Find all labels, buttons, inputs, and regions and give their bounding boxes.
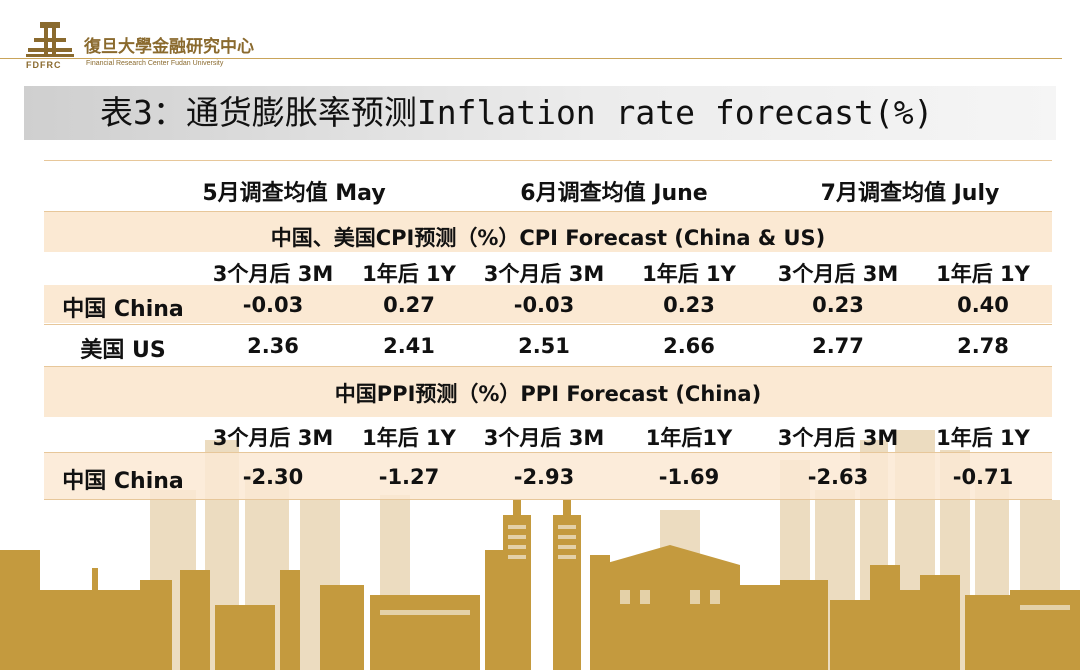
ppi-subheader: 3个月后 3M bbox=[777, 426, 899, 450]
row-label-china-ppi: 中国 China bbox=[62, 469, 184, 494]
logo-abbreviation: FDFRC bbox=[26, 60, 62, 70]
ppi-china-value: -1.69 bbox=[658, 465, 720, 489]
cpi-subheader: 1年后 1Y bbox=[362, 262, 456, 286]
ppi-subheader: 1年后1Y bbox=[645, 426, 733, 450]
cpi-subheader: 3个月后 3M bbox=[483, 262, 605, 286]
fdfrc-logo: FDFRC 復旦大學金融研究中心 Financial Research Cent… bbox=[22, 20, 254, 72]
table-rule bbox=[44, 211, 1052, 212]
ppi-china-value: -2.30 bbox=[242, 465, 304, 489]
ppi-section-band bbox=[44, 367, 1052, 417]
title-band bbox=[24, 86, 1056, 140]
ppi-china-value: -2.63 bbox=[807, 465, 869, 489]
ppi-china-value: -2.93 bbox=[513, 465, 575, 489]
cpi-us-value: 2.77 bbox=[812, 334, 864, 358]
ppi-subheader: 3个月后 3M bbox=[212, 426, 334, 450]
cpi-us-value: 2.66 bbox=[663, 334, 715, 358]
ppi-subheader: 1年后 1Y bbox=[362, 426, 456, 450]
table-bottom-rule bbox=[44, 499, 1052, 500]
cpi-china-value: 0.27 bbox=[383, 293, 435, 317]
cpi-china-value: -0.03 bbox=[242, 293, 304, 317]
month-header-june: 6月调查均值 June bbox=[520, 181, 708, 206]
table-rule bbox=[44, 324, 1052, 325]
cpi-china-value: 0.23 bbox=[663, 293, 715, 317]
ppi-subheader: 1年后 1Y bbox=[936, 426, 1030, 450]
cpi-us-value: 2.36 bbox=[247, 334, 299, 358]
row-band bbox=[44, 285, 1052, 323]
cpi-china-value: 0.40 bbox=[957, 293, 1009, 317]
ppi-china-value: -1.27 bbox=[378, 465, 440, 489]
cpi-us-value: 2.41 bbox=[383, 334, 435, 358]
building-emblem-icon bbox=[26, 22, 74, 57]
logo-chinese-name: 復旦大學金融研究中心 bbox=[84, 37, 254, 57]
ppi-section-title: 中国PPI预测（%）PPI Forecast (China) bbox=[334, 382, 762, 406]
cpi-subheader: 1年后 1Y bbox=[642, 262, 736, 286]
table-rule bbox=[44, 366, 1052, 367]
cpi-china-value: -0.03 bbox=[513, 293, 575, 317]
month-header-july: 7月调查均值 July bbox=[820, 181, 1000, 206]
cpi-subheader: 3个月后 3M bbox=[212, 262, 334, 286]
row-label-us-cpi: 美国 US bbox=[80, 338, 166, 363]
table-top-rule bbox=[44, 160, 1052, 161]
logo-english-name: Financial Research Center Fudan Universi… bbox=[86, 60, 224, 67]
cpi-subheader: 1年后 1Y bbox=[936, 262, 1030, 286]
cpi-china-value: 0.23 bbox=[812, 293, 864, 317]
cpi-subheader: 3个月后 3M bbox=[777, 262, 899, 286]
row-band bbox=[44, 453, 1052, 499]
cpi-section-title: 中国、美国CPI预测（%）CPI Forecast (China & US) bbox=[270, 226, 826, 250]
ppi-subheader: 3个月后 3M bbox=[483, 426, 605, 450]
cpi-us-value: 2.78 bbox=[957, 334, 1009, 358]
table-rule bbox=[44, 452, 1052, 453]
cpi-section-band bbox=[44, 212, 1052, 252]
ppi-china-value: -0.71 bbox=[952, 465, 1014, 489]
city-skyline-illustration bbox=[0, 430, 1080, 670]
header-divider bbox=[0, 58, 1062, 59]
row-label-china-cpi: 中国 China bbox=[62, 297, 184, 322]
month-header-may: 5月调查均值 May bbox=[202, 181, 386, 206]
cpi-us-value: 2.51 bbox=[518, 334, 570, 358]
page-title: 表3：通货膨胀率预测Inflation rate forecast(%) bbox=[100, 93, 934, 132]
inflation-forecast-table: 5月调查均值 May 6月调查均值 June 7月调查均值 July 中国、美国… bbox=[44, 160, 1052, 500]
